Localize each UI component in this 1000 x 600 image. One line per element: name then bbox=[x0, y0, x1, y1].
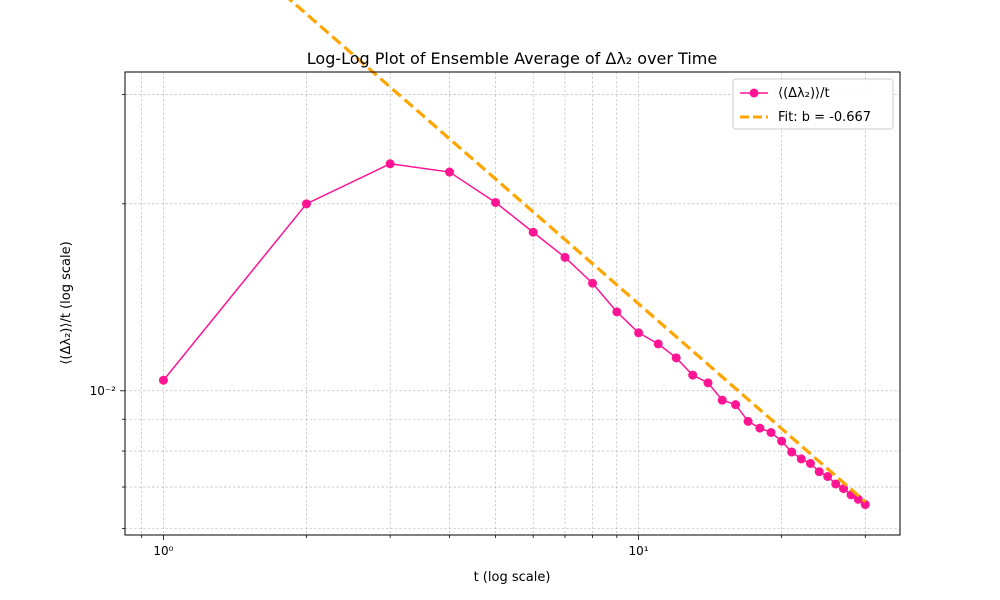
data-point bbox=[385, 159, 395, 169]
data-point bbox=[805, 458, 815, 468]
data-point bbox=[860, 500, 870, 510]
legend-marker-series-1 bbox=[749, 88, 759, 98]
data-point bbox=[158, 375, 168, 385]
data-point bbox=[853, 494, 863, 504]
data-point bbox=[755, 423, 765, 433]
data-point bbox=[491, 197, 501, 207]
series-layer bbox=[158, 0, 870, 510]
data-point bbox=[688, 370, 698, 380]
x-tick-label: 10¹ bbox=[629, 544, 649, 558]
y-axis-label: ⟨(Δλ₂)⟩/t (log scale) bbox=[59, 241, 74, 364]
legend-label-series-2: Fit: b = -0.667 bbox=[778, 110, 871, 125]
data-point bbox=[743, 416, 753, 426]
data-point bbox=[301, 199, 311, 209]
data-point bbox=[445, 167, 455, 177]
x-axis-label: t (log scale) bbox=[474, 570, 551, 585]
data-point bbox=[588, 278, 598, 288]
legend-label-series-1: ⟨(Δλ₂)⟩/t bbox=[778, 86, 830, 101]
fit-line bbox=[288, 0, 867, 503]
legend-box bbox=[732, 78, 894, 130]
data-point bbox=[777, 436, 787, 446]
chart-title: Log-Log Plot of Ensemble Average of Δλ₂ … bbox=[307, 49, 717, 68]
data-point bbox=[612, 307, 622, 317]
data-point bbox=[560, 252, 570, 262]
data-point bbox=[823, 471, 833, 481]
data-point bbox=[766, 427, 776, 437]
data-point bbox=[634, 328, 644, 338]
data-point bbox=[703, 378, 713, 388]
data-point bbox=[653, 339, 663, 349]
axis-ticks: 10⁰ 10¹ 10⁻² bbox=[90, 94, 866, 558]
data-point bbox=[831, 479, 841, 489]
y-tick-label: 10⁻² bbox=[90, 384, 117, 398]
data-point bbox=[528, 227, 538, 237]
data-point bbox=[731, 400, 741, 410]
data-point bbox=[717, 395, 727, 405]
legend: ⟨(Δλ₂)⟩/t Fit: b = -0.667 bbox=[732, 78, 894, 130]
data-point bbox=[671, 353, 681, 363]
data-point bbox=[814, 467, 824, 477]
data-point bbox=[796, 454, 806, 464]
x-tick-label: 10⁰ bbox=[153, 544, 173, 558]
plot-frame bbox=[124, 71, 901, 536]
data-point bbox=[787, 447, 797, 457]
